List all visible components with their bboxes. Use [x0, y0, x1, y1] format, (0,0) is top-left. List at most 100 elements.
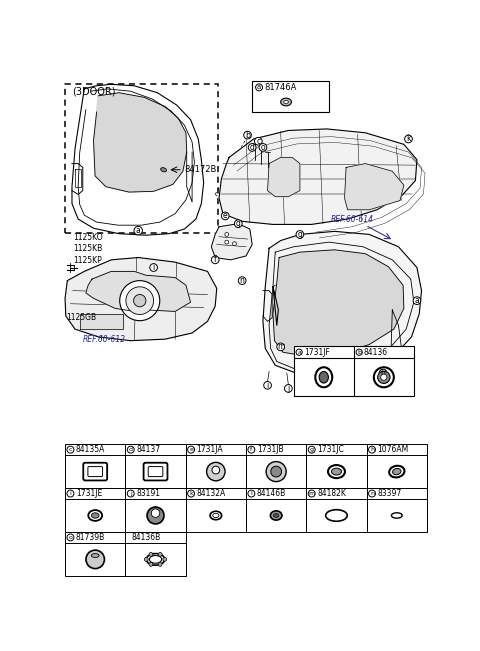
- Text: 84137: 84137: [136, 445, 160, 454]
- Circle shape: [285, 385, 292, 393]
- Circle shape: [206, 462, 225, 481]
- Text: 84135A: 84135A: [76, 445, 105, 454]
- Circle shape: [134, 227, 143, 235]
- Circle shape: [86, 550, 105, 568]
- Circle shape: [308, 490, 315, 497]
- Ellipse shape: [270, 511, 282, 520]
- Text: h: h: [381, 368, 385, 378]
- Circle shape: [225, 240, 228, 244]
- Text: REF.60-614: REF.60-614: [331, 215, 374, 224]
- Circle shape: [149, 562, 153, 566]
- Circle shape: [225, 232, 228, 236]
- Bar: [294, 346, 414, 396]
- Text: o: o: [261, 143, 265, 152]
- Bar: [306, 488, 367, 532]
- Text: c: c: [256, 137, 260, 146]
- Circle shape: [163, 557, 167, 561]
- Text: 1731JF: 1731JF: [304, 348, 330, 357]
- Text: 83397: 83397: [377, 489, 402, 498]
- Circle shape: [234, 220, 242, 227]
- Circle shape: [188, 490, 194, 497]
- Text: a: a: [136, 226, 141, 235]
- Polygon shape: [219, 129, 417, 225]
- Circle shape: [266, 462, 286, 482]
- Circle shape: [264, 381, 271, 389]
- Text: e: e: [189, 447, 193, 452]
- Ellipse shape: [213, 514, 219, 518]
- Circle shape: [232, 242, 236, 245]
- Circle shape: [381, 374, 387, 380]
- Text: 83191: 83191: [136, 489, 160, 498]
- Circle shape: [150, 264, 157, 271]
- Circle shape: [296, 349, 302, 355]
- Text: 84136: 84136: [364, 348, 388, 357]
- Ellipse shape: [274, 514, 279, 518]
- Bar: [125, 488, 186, 532]
- Text: f: f: [251, 447, 252, 452]
- Text: j: j: [130, 491, 132, 496]
- Circle shape: [271, 466, 282, 477]
- Ellipse shape: [319, 372, 328, 383]
- Circle shape: [120, 281, 160, 321]
- Bar: [252, 81, 329, 112]
- Circle shape: [256, 84, 263, 91]
- Circle shape: [127, 446, 134, 453]
- Bar: [367, 444, 427, 488]
- Text: 84136B: 84136B: [132, 533, 161, 542]
- Circle shape: [147, 507, 164, 524]
- Bar: [186, 444, 246, 488]
- Polygon shape: [65, 258, 217, 340]
- Circle shape: [248, 446, 255, 453]
- Circle shape: [151, 509, 160, 518]
- Polygon shape: [263, 231, 421, 376]
- Text: b: b: [357, 350, 361, 355]
- Text: d: d: [129, 447, 133, 452]
- Bar: [367, 488, 427, 532]
- Text: 84146B: 84146B: [257, 489, 286, 498]
- Text: 1731JC: 1731JC: [317, 445, 344, 454]
- Text: 1076AM: 1076AM: [377, 445, 408, 454]
- Circle shape: [369, 446, 375, 453]
- Text: g: g: [298, 230, 302, 239]
- Polygon shape: [273, 250, 404, 356]
- Circle shape: [126, 287, 154, 314]
- Circle shape: [221, 212, 229, 220]
- Circle shape: [308, 446, 315, 453]
- Text: 1125GB: 1125GB: [66, 313, 96, 322]
- Text: 81746A: 81746A: [264, 83, 297, 92]
- Text: d: d: [250, 143, 254, 152]
- Circle shape: [405, 135, 412, 143]
- Text: i: i: [266, 381, 269, 390]
- Text: 1125KO
1125KB
1125KP: 1125KO 1125KB 1125KP: [73, 232, 102, 265]
- Bar: [65, 488, 125, 532]
- Text: 84172B: 84172B: [184, 165, 217, 174]
- Circle shape: [259, 144, 267, 151]
- Circle shape: [378, 371, 390, 383]
- Circle shape: [158, 553, 162, 557]
- Bar: [65, 444, 125, 488]
- Circle shape: [211, 256, 219, 264]
- Circle shape: [379, 369, 387, 377]
- Ellipse shape: [284, 100, 288, 104]
- Text: 81739B: 81739B: [76, 533, 105, 542]
- Circle shape: [67, 490, 74, 497]
- Polygon shape: [86, 271, 191, 311]
- Text: f: f: [214, 255, 216, 264]
- Text: b: b: [245, 131, 250, 139]
- Circle shape: [188, 446, 194, 453]
- Text: i: i: [153, 263, 155, 272]
- Circle shape: [254, 137, 262, 145]
- Circle shape: [212, 466, 220, 474]
- Ellipse shape: [91, 553, 99, 557]
- Polygon shape: [81, 314, 123, 329]
- Polygon shape: [211, 224, 252, 260]
- Circle shape: [133, 294, 146, 307]
- Circle shape: [144, 557, 148, 561]
- Circle shape: [149, 553, 153, 557]
- Bar: [65, 532, 125, 575]
- Text: 84182K: 84182K: [317, 489, 346, 498]
- Circle shape: [356, 349, 362, 355]
- Text: o: o: [69, 535, 72, 540]
- Text: n: n: [240, 276, 245, 285]
- Ellipse shape: [161, 168, 167, 172]
